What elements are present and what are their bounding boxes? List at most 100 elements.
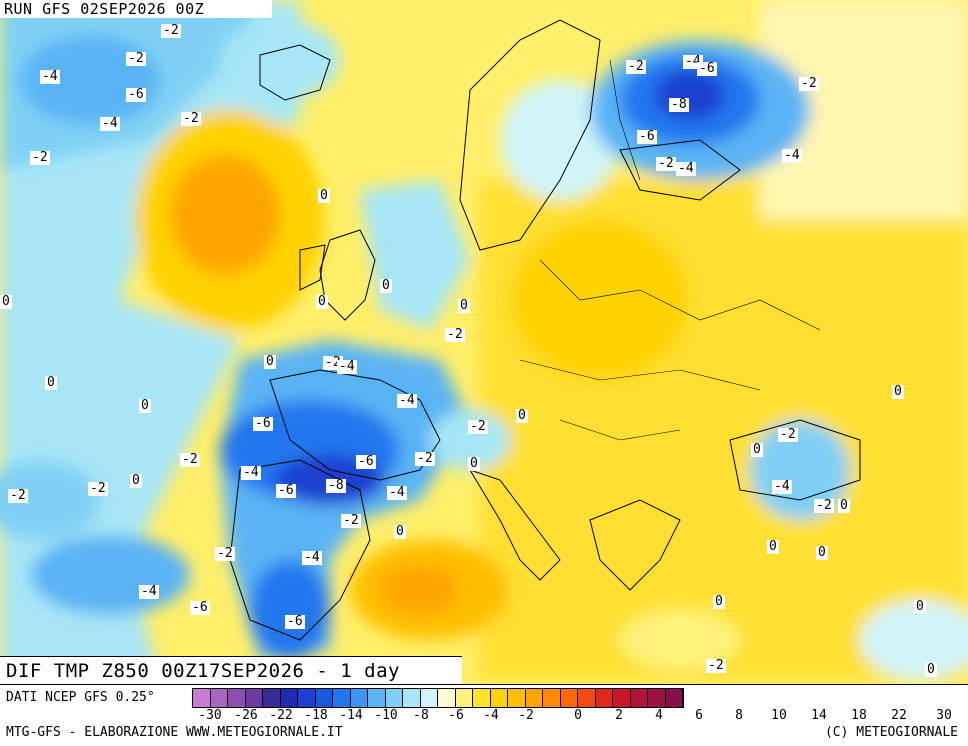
- legend-swatch: [525, 689, 543, 707]
- legend-tick: 0: [574, 708, 582, 723]
- legend-swatch: [263, 689, 281, 707]
- legend-tick: -10: [374, 708, 398, 723]
- isoline-value-label: 0: [139, 398, 151, 413]
- isoline-value-label: 0: [751, 442, 763, 457]
- legend-swatch: [630, 689, 648, 707]
- legend-tick: 8: [735, 708, 743, 723]
- legend-tick: -4: [483, 708, 499, 723]
- isoline-value-label: 0: [264, 354, 276, 369]
- credit-right: (C) METEOGIORNALE: [824, 725, 958, 740]
- isoline-value-label: -4: [387, 485, 407, 500]
- isoline-value-label: 0: [45, 375, 57, 390]
- isoline-value-label: 0: [767, 539, 779, 554]
- isoline-value-label: 0: [468, 456, 480, 471]
- isoline-value-label: -4: [337, 359, 357, 374]
- isoline-value-label: -6: [285, 614, 305, 629]
- isoline-value-label: 0: [516, 408, 528, 423]
- isoline-value-label: -4: [241, 465, 261, 480]
- isoline-value-label: -2: [445, 327, 465, 342]
- legend-tick: 30: [936, 708, 952, 723]
- isoline-value-label: 0: [394, 524, 406, 539]
- isoline-value-label: 0: [838, 498, 850, 513]
- isoline-value-label: 0: [130, 473, 142, 488]
- isoline-value-label: -2: [88, 481, 108, 496]
- legend-tick: -8: [413, 708, 429, 723]
- legend-swatch: [385, 689, 403, 707]
- isoline-value-label: -8: [326, 478, 346, 493]
- isoline-value-label: -6: [126, 87, 146, 102]
- isoline-value-label: -4: [100, 116, 120, 131]
- data-source: DATI NCEP GFS 0.25°: [6, 690, 155, 705]
- isoline-value-label: 0: [816, 545, 828, 560]
- legend-swatch: [578, 689, 596, 707]
- isoline-value-label: 0: [380, 278, 392, 293]
- legend-swatch: [508, 689, 526, 707]
- legend-swatch: [438, 689, 456, 707]
- isoline-value-label: -6: [637, 129, 657, 144]
- isoline-value-label: -6: [190, 600, 210, 615]
- legend-swatch: [595, 689, 613, 707]
- legend-swatch: [543, 689, 561, 707]
- legend-swatch: [210, 689, 228, 707]
- isoline-value-label: -6: [356, 454, 376, 469]
- legend-swatch: [193, 689, 211, 707]
- credit-left: MTG-GFS - ELABORAZIONE WWW.METEOGIORNALE…: [6, 725, 343, 740]
- isoline-value-label: -6: [276, 483, 296, 498]
- isoline-value-label: -4: [772, 479, 792, 494]
- isoline-value-label: 0: [925, 662, 937, 677]
- isoline-value-label: -2: [215, 546, 235, 561]
- isoline-value-label: 0: [914, 599, 926, 614]
- legend-tick: 6: [695, 708, 703, 723]
- legend-swatch: [245, 689, 263, 707]
- legend-swatch: [350, 689, 368, 707]
- legend-tick: -18: [304, 708, 328, 723]
- legend-swatch: [333, 689, 351, 707]
- legend-tick: -26: [234, 708, 258, 723]
- legend-swatch: [648, 689, 666, 707]
- run-title: RUN GFS 02SEP2026 00Z: [0, 0, 272, 18]
- isoline-value-label: -2: [626, 59, 646, 74]
- legend-swatch: [298, 689, 316, 707]
- legend-tick: -14: [339, 708, 363, 723]
- isoline-value-label: -6: [253, 416, 273, 431]
- legend-swatch: [473, 689, 491, 707]
- isoline-value-label: 0: [458, 298, 470, 313]
- isoline-value-label: -2: [706, 658, 726, 673]
- legend-tick: 18: [851, 708, 867, 723]
- isoline-value-label: -4: [397, 393, 417, 408]
- color-legend: [192, 688, 684, 708]
- footer: DATI NCEP GFS 0.25° -30 -26 -22 -18 -14 -10 -8…: [0, 684, 968, 746]
- isoline-value-label: -2: [8, 488, 28, 503]
- isoline-value-label: -2: [656, 156, 676, 171]
- isoline-value-label: -2: [799, 76, 819, 91]
- legend-ticks: -30 -26 -22 -18 -14 -10 -8 -6 -4 -2 0 2 4 6 8 10 14 18 22 3…: [192, 708, 968, 724]
- legend-swatch: [315, 689, 333, 707]
- legend-tick: 2: [615, 708, 623, 723]
- isoline-value-label: -2: [468, 419, 488, 434]
- borders: [519, 59, 821, 441]
- legend-swatch: [665, 689, 683, 707]
- field-title: DIF TMP Z850 00Z17SEP2026 - 1 day: [0, 656, 462, 685]
- legend-tick: 4: [655, 708, 663, 723]
- isoline-value-label: 0: [0, 294, 12, 309]
- isoline-value-label: 0: [316, 294, 328, 309]
- legend-swatch: [280, 689, 298, 707]
- legend-swatch: [228, 689, 246, 707]
- legend-swatch: [368, 689, 386, 707]
- legend-tick: -22: [269, 708, 293, 723]
- legend-swatch: [420, 689, 438, 707]
- legend-tick: 22: [891, 708, 907, 723]
- isoline-value-label: -2: [814, 498, 834, 513]
- isoline-value-label: -8: [669, 97, 689, 112]
- legend-swatch: [403, 689, 421, 707]
- legend-tick: -30: [198, 708, 222, 723]
- legend-swatch: [490, 689, 508, 707]
- legend-tick: -2: [518, 708, 534, 723]
- isoline-value-label: -6: [697, 61, 717, 76]
- isoline-value-label: -2: [126, 51, 146, 66]
- legend-swatch: [613, 689, 631, 707]
- legend-swatch: [455, 689, 473, 707]
- isoline-value-label: 0: [892, 384, 904, 399]
- weather-map: [0, 0, 968, 684]
- isoline-value-label: -2: [778, 427, 798, 442]
